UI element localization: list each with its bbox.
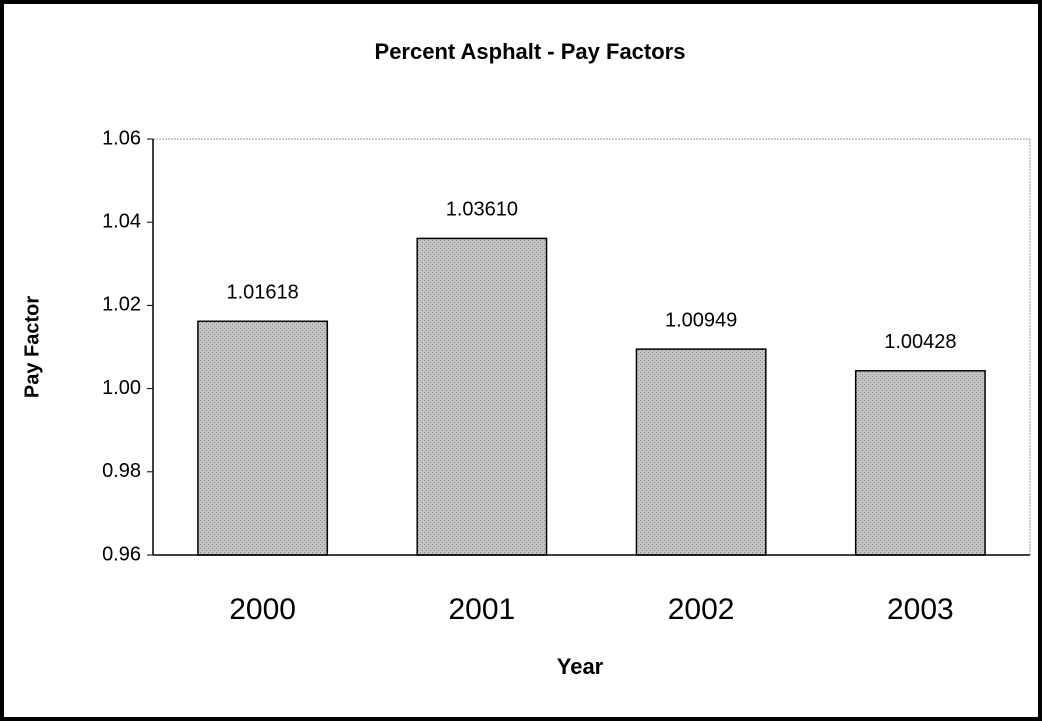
- y-tick-label: 0.98: [102, 460, 141, 482]
- bar: [854, 370, 986, 556]
- y-tick-label: 1.00: [102, 377, 141, 399]
- value-label: 1.00949: [665, 309, 737, 331]
- y-tick-label: 1.06: [102, 127, 141, 149]
- bar: [416, 237, 548, 556]
- value-label: 1.00428: [884, 331, 956, 353]
- value-label: 1.01618: [226, 282, 298, 304]
- y-tick-label: 0.96: [102, 543, 141, 565]
- x-tick-label: 2001: [449, 593, 516, 626]
- y-axis-label: Pay Factor: [21, 296, 43, 398]
- bar: [635, 348, 767, 556]
- x-tick-label: 2000: [229, 593, 296, 626]
- chart-title: Percent Asphalt - Pay Factors: [375, 39, 686, 64]
- value-label: 1.03610: [446, 199, 518, 221]
- y-tick-label: 1.04: [102, 210, 141, 232]
- y-tick-label: 1.02: [102, 294, 141, 316]
- x-tick-label: 2002: [668, 593, 735, 626]
- x-axis-label: Year: [557, 654, 604, 679]
- x-tick-label: 2003: [887, 593, 954, 626]
- bar: [197, 320, 329, 556]
